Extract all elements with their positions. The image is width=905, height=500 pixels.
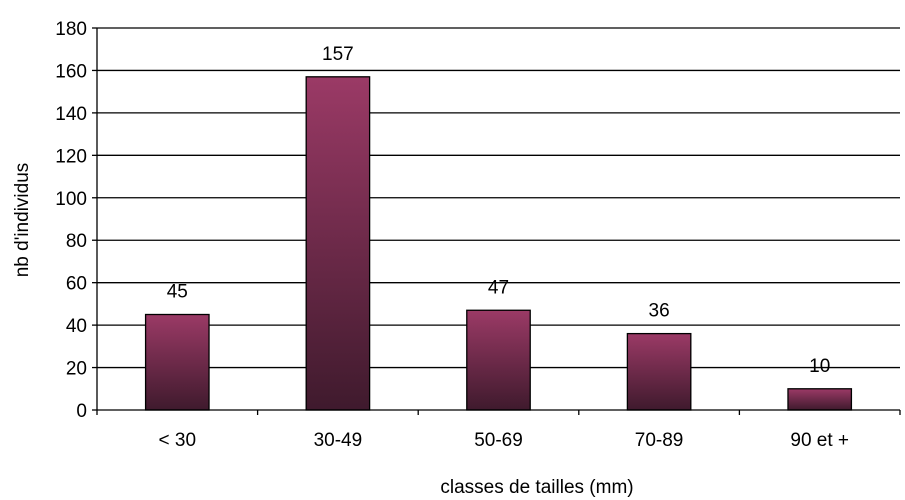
data-label: 45 <box>167 282 188 303</box>
gridlines <box>97 27 900 369</box>
axes <box>92 27 901 415</box>
y-axis-title: nb d'individus <box>12 163 33 278</box>
data-labels: 45 157 47 36 10 <box>167 44 831 377</box>
y-tick-label: 80 <box>66 231 87 252</box>
bar <box>626 332 692 411</box>
bars <box>144 76 853 411</box>
data-label: 47 <box>488 277 509 298</box>
x-tick-label: < 30 <box>159 430 197 451</box>
y-tick-label: 40 <box>66 316 87 337</box>
y-tick-label: 100 <box>55 189 87 210</box>
data-label: 36 <box>649 301 670 322</box>
y-tick-label: 60 <box>66 274 87 295</box>
x-tick-label: 50-69 <box>474 430 523 451</box>
bar <box>787 388 853 411</box>
data-label: 10 <box>809 356 830 377</box>
y-tick-label: 180 <box>55 19 87 40</box>
y-tick-label: 0 <box>76 401 87 422</box>
bar <box>144 313 210 411</box>
y-tick-label: 140 <box>55 104 87 125</box>
x-tick-labels: < 30 30-49 50-69 70-89 90 et + <box>159 430 849 451</box>
bar <box>466 309 531 411</box>
y-tick-labels: 0 20 40 60 80 100 120 140 160 180 <box>55 19 87 422</box>
data-label: 157 <box>322 44 354 65</box>
bar <box>305 76 371 411</box>
x-tick-label: 30-49 <box>314 430 363 451</box>
x-tick-label: 90 et + <box>790 430 849 451</box>
y-tick-label: 20 <box>66 359 87 380</box>
x-tick-label: 70-89 <box>635 430 684 451</box>
y-tick-label: 160 <box>55 61 87 82</box>
x-axis-title: classes de tailles (mm) <box>440 477 633 498</box>
y-tick-label: 120 <box>55 146 87 167</box>
